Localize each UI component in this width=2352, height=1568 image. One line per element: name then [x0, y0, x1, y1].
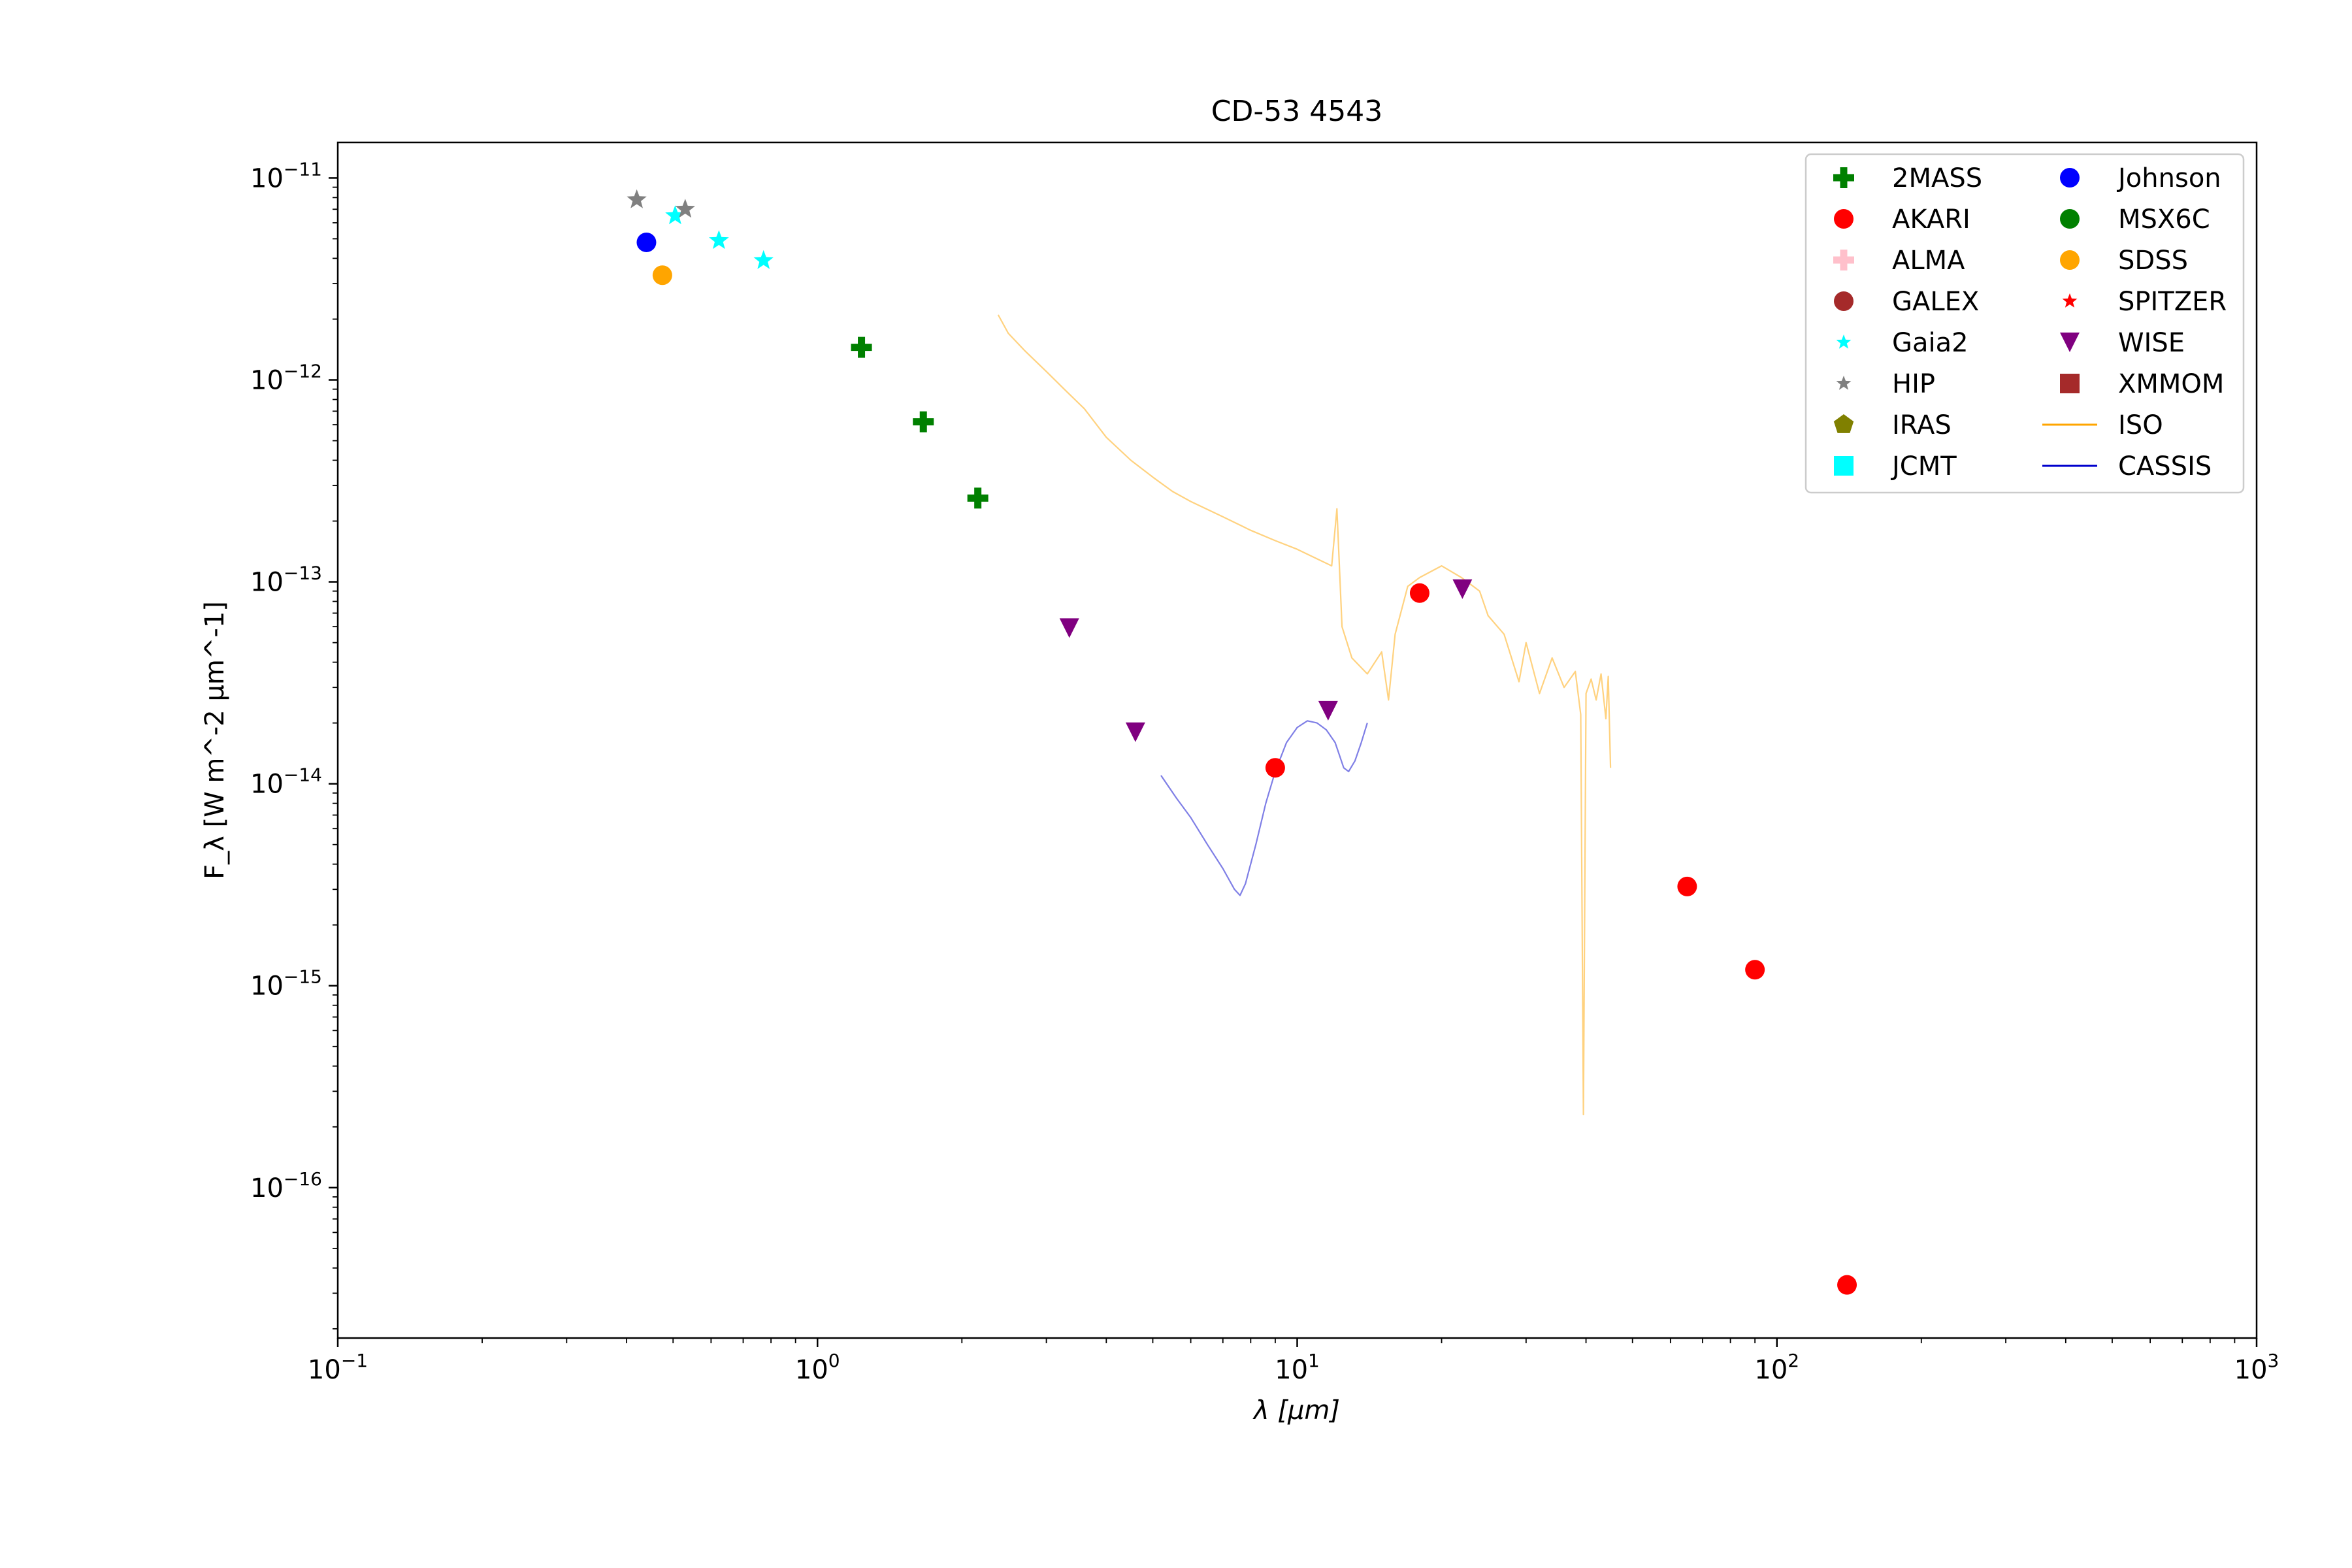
- x-tick-label: 103: [2234, 1350, 2279, 1385]
- x-tick-label: 102: [1754, 1350, 1799, 1385]
- legend-label-msx6c: MSX6C: [2118, 204, 2210, 235]
- legend-marker-akari: [1834, 209, 1854, 229]
- data-point-sdss: [652, 265, 672, 286]
- data-point-akari: [1265, 758, 1285, 778]
- x-axis: 10−1 100 101 102 103: [308, 1338, 2279, 1385]
- legend-label-galex: GALEX: [1892, 287, 1979, 317]
- data-point-akari: [1837, 1275, 1857, 1295]
- legend-label-iras: IRAS: [1892, 410, 1952, 440]
- data-point-johnson: [636, 232, 657, 252]
- legend-marker-2mass: [1833, 167, 1854, 188]
- spectrum-line-cassis: [1160, 720, 1368, 896]
- legend-label-alma: ALMA: [1892, 246, 1965, 276]
- x-axis-label: λ [μm]: [1252, 1396, 1340, 1426]
- legend-marker-galex: [1834, 291, 1854, 311]
- x-tick-label: 100: [795, 1350, 840, 1385]
- y-axis: 10−11 10−12 10−13 10−14 10−15 10−16: [250, 158, 338, 1330]
- legend-label-gaia2: Gaia2: [1892, 328, 1968, 358]
- legend-label-akari: AKARI: [1892, 204, 1970, 235]
- legend-marker-msx6c: [2060, 209, 2080, 229]
- legend-label-iso: ISO: [2118, 410, 2163, 440]
- legend-marker-wise: [2060, 333, 2080, 352]
- data-point-2mass: [851, 336, 872, 358]
- data-point-wise: [1059, 618, 1079, 638]
- data-point-gaia2: [665, 205, 685, 225]
- plot-area: [627, 189, 1857, 1295]
- legend-label-hip: HIP: [1892, 369, 1935, 399]
- legend-marker-jcmt: [1834, 456, 1854, 476]
- legend-label-wise: WISE: [2118, 328, 2185, 358]
- legend-marker-hip: [1836, 376, 1852, 390]
- y-tick-label: 10−16: [250, 1168, 322, 1203]
- legend-label-spitzer: SPITZER: [2118, 287, 2227, 317]
- data-point-wise: [1125, 722, 1145, 742]
- y-tick-label: 10−11: [250, 158, 322, 193]
- legend-marker-alma: [1833, 250, 1854, 270]
- legend-box: [1805, 153, 2245, 494]
- legend-marker-xmmom: [2060, 374, 2080, 393]
- data-point-hip: [627, 189, 647, 208]
- data-point-gaia2: [753, 250, 774, 269]
- legend-marker-gaia2: [1836, 335, 1852, 349]
- data-point-akari: [1745, 960, 1765, 980]
- legend-label-sdss: SDSS: [2118, 246, 2188, 276]
- data-point-akari: [1677, 876, 1697, 896]
- legend-label-xmmom: XMMOM: [2118, 369, 2224, 399]
- legend-label-cassis: CASSIS: [2118, 451, 2212, 482]
- y-axis-label: F_λ [W m^-2 μm^-1]: [200, 601, 230, 879]
- data-point-akari: [1409, 583, 1429, 603]
- legend-label-2mass: 2MASS: [1892, 163, 1982, 193]
- legend-label-johnson: Johnson: [2116, 163, 2221, 193]
- legend-marker-johnson: [2060, 168, 2080, 188]
- y-tick-label: 10−15: [250, 966, 322, 1002]
- data-point-wise: [1318, 700, 1338, 721]
- x-tick-label: 101: [1275, 1350, 1320, 1385]
- data-point-wise: [1452, 579, 1473, 599]
- data-point-2mass: [967, 487, 988, 509]
- spectrum-line-iso: [997, 314, 1612, 1116]
- chart-title: CD-53 4543: [1211, 95, 1382, 128]
- y-tick-label: 10−14: [250, 764, 322, 800]
- legend: 2MASS AKARI ALMA GALEX Gaia2 HIP IRAS JCMT Johns…: [1805, 153, 2245, 494]
- legend-marker-spitzer: [2062, 293, 2078, 308]
- data-point-hip: [675, 199, 695, 218]
- legend-marker-iras: [1833, 414, 1854, 433]
- y-tick-label: 10−13: [250, 563, 322, 598]
- data-point-2mass: [913, 411, 934, 433]
- legend-marker-sdss: [2060, 250, 2080, 270]
- y-tick-label: 10−12: [250, 361, 322, 396]
- x-tick-label: 10−1: [308, 1350, 368, 1385]
- legend-label-jcmt: JCMT: [1890, 451, 1957, 482]
- data-point-gaia2: [709, 230, 729, 250]
